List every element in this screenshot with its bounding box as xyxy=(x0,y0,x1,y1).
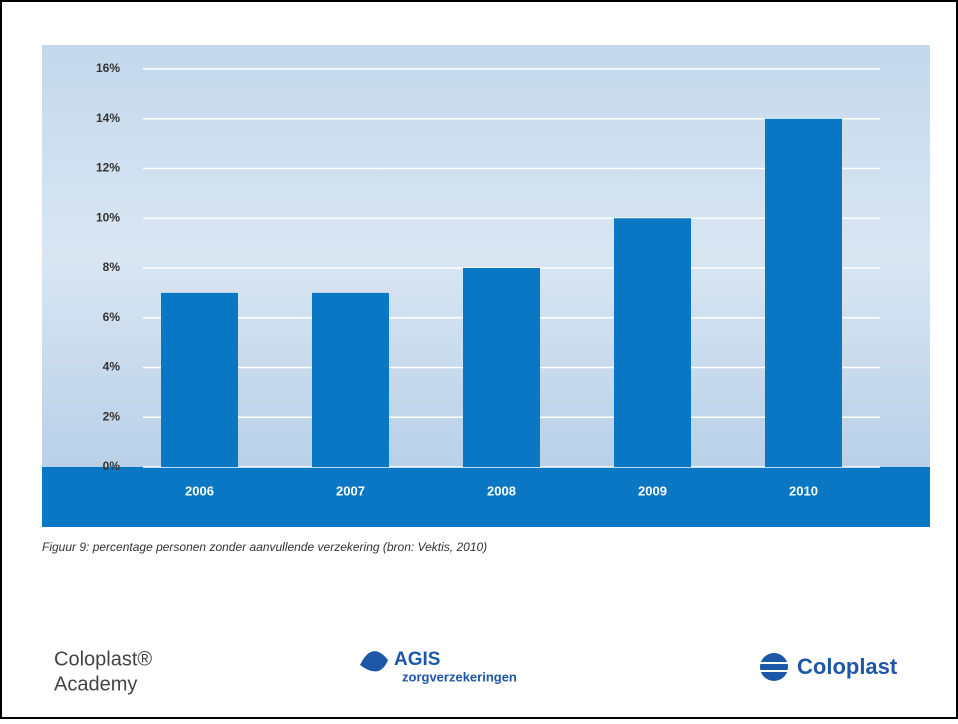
agis-icon xyxy=(360,651,388,672)
logo-text: Coloplast xyxy=(797,654,898,679)
y-tick-label: 8% xyxy=(103,260,121,274)
bar xyxy=(765,118,842,467)
bar xyxy=(312,292,389,467)
y-tick-label: 12% xyxy=(96,161,120,175)
y-tick-label: 6% xyxy=(103,310,121,324)
logo-text: AGIS xyxy=(394,649,440,670)
y-tick-label: 16% xyxy=(96,61,120,75)
logo-text: zorgverzekeringen xyxy=(402,669,517,684)
logo-text: Academy xyxy=(54,673,137,695)
logo-text: Coloplast® xyxy=(54,648,152,670)
bar xyxy=(161,292,238,467)
y-tick-label: 0% xyxy=(103,459,121,473)
y-tick-label: 2% xyxy=(103,409,121,423)
x-tick-label: 2006 xyxy=(185,483,214,498)
x-tick-label: 2010 xyxy=(789,483,818,498)
x-tick-label: 2008 xyxy=(487,483,516,498)
category-band xyxy=(42,467,930,527)
bar xyxy=(463,268,540,467)
x-tick-label: 2007 xyxy=(336,483,365,498)
caption: Figuur 9: percentage personen zonder aan… xyxy=(42,540,487,554)
bar xyxy=(614,218,691,467)
y-tick-label: 14% xyxy=(96,111,120,125)
y-tick-label: 10% xyxy=(96,210,120,224)
coloplast-icon xyxy=(760,653,788,681)
x-tick-label: 2009 xyxy=(638,483,667,498)
y-tick-label: 4% xyxy=(103,360,121,374)
